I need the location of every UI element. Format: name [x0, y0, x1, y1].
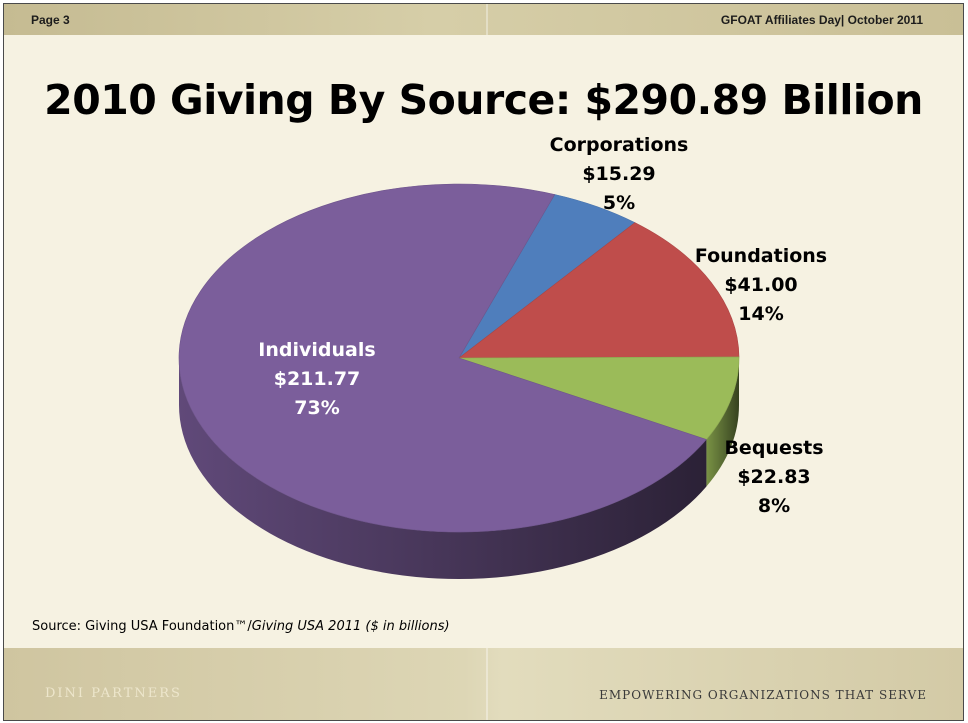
- pie-slice-foundations: [458, 222, 740, 359]
- header-divider: [486, 4, 488, 35]
- pie-chart: [178, 183, 740, 579]
- label-corporations-value: $15.29: [582, 163, 656, 185]
- slide: Page 3 GFOAT Affiliates Day| October 201…: [3, 3, 964, 721]
- source-note: Source: Giving USA Foundation™/Giving US…: [32, 619, 450, 634]
- chart-title: 2010 Giving By Source: $290.89 Billion: [44, 76, 923, 124]
- brand-logo-text: DINI PARTNERS: [45, 686, 182, 701]
- footer-bar: DINI PARTNERS EMPOWERING ORGANIZATIONS T…: [4, 648, 963, 720]
- pie-side-individuals: [179, 358, 707, 579]
- label-corporations-name: Corporations: [549, 134, 689, 156]
- source-italic: Giving USA 2011 ($ in billions): [251, 619, 450, 634]
- tagline: EMPOWERING ORGANIZATIONS THAT SERVE: [599, 688, 927, 702]
- label-individuals-name: Individuals: [258, 339, 376, 361]
- label-individuals-percent: 73%: [294, 397, 340, 419]
- label-corporations: Corporations $15.29 5%: [549, 131, 689, 218]
- event-name: GFOAT Affiliates Day| October 2011: [720, 13, 923, 27]
- header-bar: Page 3 GFOAT Affiliates Day| October 201…: [4, 4, 963, 35]
- label-individuals-value: $211.77: [273, 368, 361, 390]
- label-foundations: Foundations $41.00 14%: [681, 242, 841, 329]
- label-bequests: Bequests $22.83 8%: [714, 434, 834, 521]
- label-foundations-name: Foundations: [694, 245, 828, 267]
- label-corporations-percent: 5%: [602, 192, 636, 214]
- pie-side-bequests: [706, 358, 739, 487]
- pie-slice-bequests: [458, 356, 740, 440]
- label-individuals: Individuals $211.77 73%: [247, 336, 387, 423]
- pie-slice-individuals: [178, 183, 707, 533]
- page-number: Page 3: [31, 13, 70, 27]
- footer-divider: [486, 648, 488, 720]
- label-bequests-name: Bequests: [724, 437, 824, 459]
- label-foundations-value: $41.00: [724, 274, 798, 296]
- label-foundations-percent: 14%: [738, 303, 784, 325]
- source-prefix: Source: Giving USA Foundation™/: [32, 619, 252, 634]
- label-bequests-value: $22.83: [737, 466, 811, 488]
- label-bequests-percent: 8%: [757, 495, 791, 517]
